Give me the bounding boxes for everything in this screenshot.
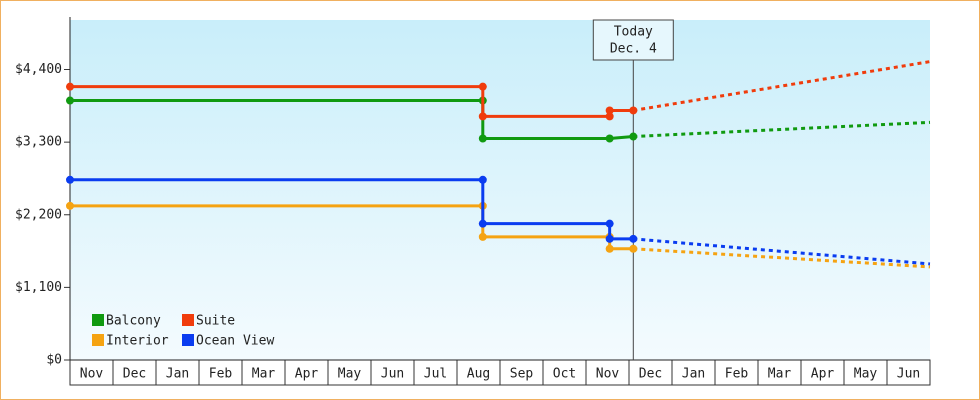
point — [605, 106, 614, 115]
point — [478, 219, 487, 228]
point — [66, 82, 74, 91]
legend-label: Ocean View — [196, 334, 274, 349]
today-label: Dec. 4 — [610, 42, 657, 57]
forecast-line — [633, 237, 931, 266]
x-tick-label: Sep — [510, 367, 534, 382]
y-tick-label: $0 — [46, 353, 62, 368]
point — [605, 234, 614, 243]
point — [629, 234, 638, 243]
x-tick-label: May — [854, 367, 878, 382]
point — [629, 106, 638, 115]
point — [66, 96, 74, 105]
legend-swatch — [182, 334, 194, 346]
x-tick-label: Jan — [682, 367, 705, 382]
x-tick-label: Apr — [295, 367, 319, 382]
point — [478, 175, 487, 184]
legend-label: Balcony — [106, 314, 161, 329]
y-tick-label: $1,100 — [15, 280, 62, 295]
y-tick-label: $3,300 — [15, 135, 62, 150]
today-label: Today — [614, 25, 653, 40]
today-box — [592, 19, 674, 61]
x-tick-label: Mar — [252, 367, 276, 382]
x-tick-label: Feb — [209, 367, 233, 382]
point — [66, 201, 74, 210]
x-tick-label: Nov — [596, 367, 620, 382]
forecast-line — [633, 60, 931, 112]
forecast-line — [633, 120, 931, 139]
x-tick-label: May — [338, 367, 362, 382]
x-tick-label: Jun — [897, 367, 920, 382]
point — [66, 175, 74, 184]
point — [605, 134, 614, 143]
point — [478, 134, 487, 143]
point — [605, 112, 614, 121]
x-tick-label: Dec — [639, 367, 662, 382]
point — [605, 244, 614, 253]
legend-swatch — [92, 314, 104, 326]
point — [629, 132, 638, 141]
x-tick-label: Oct — [553, 367, 576, 382]
point — [478, 112, 487, 121]
point — [629, 244, 638, 253]
x-tick-label: Mar — [768, 367, 792, 382]
legend-label: Suite — [196, 314, 235, 329]
x-tick-label: Jul — [424, 367, 447, 382]
y-tick-label: $2,200 — [15, 207, 62, 222]
x-tick-label: Jun — [381, 367, 404, 382]
point — [478, 82, 487, 91]
point — [605, 219, 614, 228]
x-tick-label: Dec — [123, 367, 146, 382]
forecast-line — [633, 247, 931, 269]
x-tick-label: Jan — [166, 367, 189, 382]
x-tick-label: Feb — [725, 367, 749, 382]
plot-area — [70, 20, 930, 360]
x-tick-label: Nov — [80, 367, 104, 382]
y-tick-label: $4,400 — [15, 62, 62, 77]
legend-swatch — [92, 334, 104, 346]
legend-swatch — [182, 314, 194, 326]
x-tick-label: Apr — [811, 367, 835, 382]
point — [478, 232, 487, 241]
x-tick-label: Aug — [467, 367, 490, 382]
legend-label: Interior — [106, 334, 169, 349]
